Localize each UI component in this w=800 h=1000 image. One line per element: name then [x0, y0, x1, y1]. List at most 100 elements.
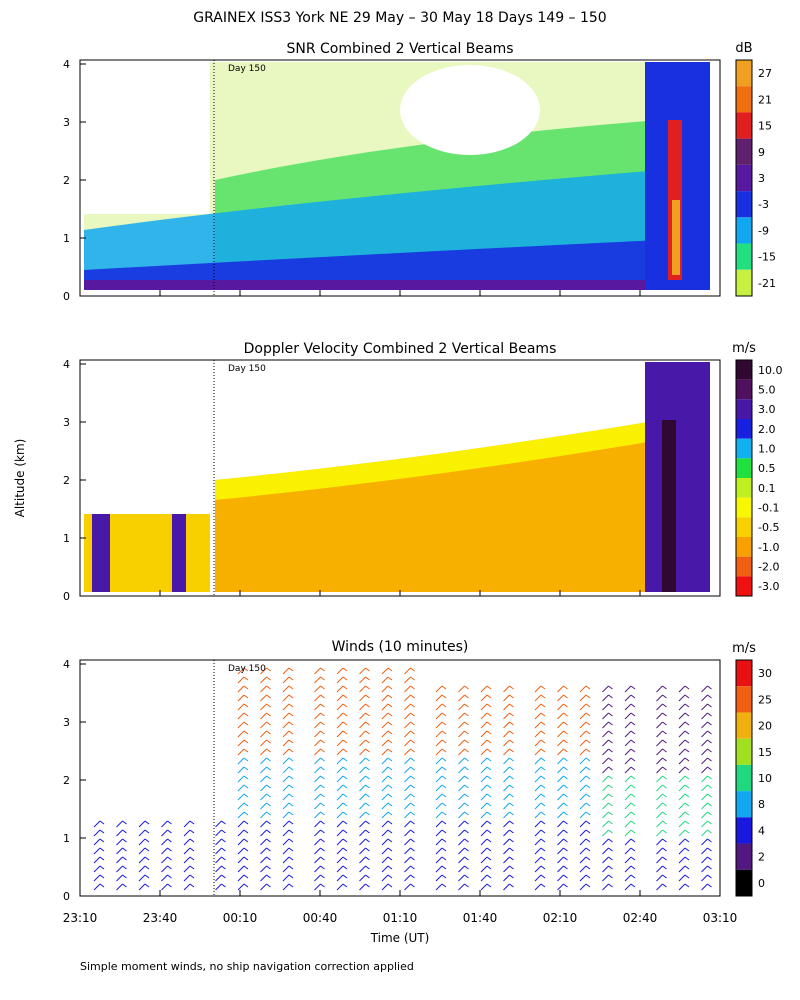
- wind-barb: [404, 829, 411, 837]
- wind-barb: [701, 874, 708, 882]
- wind-barb-feather: [99, 874, 105, 879]
- colorbar-label: -15: [758, 251, 776, 264]
- wind-barb-feather: [365, 820, 370, 825]
- y-tick-label: 0: [63, 590, 70, 603]
- wind-barb-feather: [608, 883, 613, 888]
- wind-barb-feather: [563, 730, 568, 735]
- y-tick-label: 2: [63, 474, 70, 487]
- wind-barb: [458, 703, 465, 711]
- wind-barb: [314, 748, 321, 756]
- wind-barb-feather: [630, 775, 636, 780]
- wind-barb: [624, 739, 632, 747]
- wind-barb-feather: [387, 784, 393, 789]
- wind-barb-feather: [662, 694, 667, 699]
- wind-barb-feather: [387, 694, 393, 699]
- wind-barb: [359, 685, 366, 693]
- wind-barb: [579, 703, 587, 711]
- wind-barb-feather: [464, 784, 469, 789]
- wind-barb-feather: [221, 838, 226, 843]
- wind-barb-feather: [662, 784, 667, 789]
- wind-barb: [314, 856, 321, 864]
- wind-barb-feather: [365, 838, 370, 843]
- wind-barb: [260, 811, 267, 819]
- snr-orange-band-right: [672, 200, 680, 275]
- wind-barb: [161, 874, 168, 882]
- wind-barb: [678, 838, 686, 846]
- wind-barb: [381, 739, 389, 747]
- wind-barb-feather: [243, 838, 249, 843]
- wind-barb: [116, 865, 123, 873]
- wind-barb-feather: [585, 811, 591, 816]
- wind-barb-feather: [684, 784, 690, 789]
- wind-barb-feather: [662, 685, 667, 690]
- y-tick-label: 4: [63, 658, 70, 671]
- colorbar-label: 2: [758, 851, 765, 864]
- colorbar-label: 9: [758, 146, 765, 159]
- wind-barb-feather: [410, 874, 415, 879]
- wind-barb: [314, 712, 321, 720]
- wind-barb-feather: [684, 721, 690, 726]
- wind-barb: [435, 856, 443, 864]
- wind-barb: [237, 676, 245, 684]
- wind-barb: [336, 820, 344, 828]
- wind-barb-feather: [266, 757, 271, 762]
- wind-barb-feather: [320, 694, 325, 699]
- wind-barb: [138, 829, 146, 837]
- colorbar-label: 3: [758, 172, 765, 185]
- wind-barb-feather: [563, 811, 568, 816]
- colorbar-swatch: [736, 60, 752, 87]
- wind-barb-feather: [288, 784, 294, 789]
- wind-barb: [701, 766, 708, 774]
- wind-barb-feather: [387, 766, 393, 771]
- wind-barb-feather: [662, 865, 667, 870]
- wind-barb: [435, 748, 443, 756]
- winds-frame: [79, 659, 721, 897]
- wind-barb: [557, 802, 564, 810]
- wind-barb-feather: [243, 883, 249, 888]
- velocity-panel-title: Doppler Velocity Combined 2 Vertical Bea…: [244, 341, 557, 357]
- wind-barb-feather: [585, 694, 591, 699]
- wind-barb: [314, 865, 321, 873]
- wind-barb-feather: [288, 730, 294, 735]
- wind-barb: [656, 730, 663, 738]
- wind-barb: [359, 676, 366, 684]
- wind-barb: [260, 694, 267, 702]
- x-tick-label: 01:10: [383, 911, 418, 925]
- wind-barb-feather: [509, 775, 514, 780]
- wind-barb-feather: [288, 874, 294, 879]
- wind-barb-feather: [630, 685, 636, 690]
- wind-barb: [336, 730, 344, 738]
- wind-barb-feather: [684, 793, 690, 798]
- wind-barb-feather: [342, 847, 348, 852]
- wind-barb: [480, 883, 488, 891]
- wind-barb: [656, 865, 663, 873]
- wind-barb: [435, 820, 443, 828]
- wind-barb-feather: [684, 802, 690, 807]
- wind-barb-feather: [540, 847, 546, 852]
- wind-barb: [314, 667, 321, 675]
- wind-barb: [656, 838, 663, 846]
- wind-barb: [282, 667, 290, 675]
- wind-barb-feather: [189, 820, 195, 825]
- wind-barb-feather: [365, 883, 370, 888]
- wind-barb-feather: [365, 847, 370, 852]
- wind-barb-feather: [243, 793, 249, 798]
- wind-barb-feather: [144, 847, 150, 852]
- wind-barb-feather: [707, 883, 712, 888]
- wind-barb-feather: [122, 838, 127, 843]
- wind-barb: [260, 739, 267, 747]
- wind-barb-feather: [509, 766, 514, 771]
- wind-barb-feather: [585, 721, 591, 726]
- wind-barb: [381, 820, 389, 828]
- wind-barb-feather: [707, 757, 712, 762]
- wind-barb: [359, 874, 366, 882]
- wind-barb: [624, 829, 632, 837]
- wind-barb-feather: [608, 757, 613, 762]
- wind-barb-feather: [662, 703, 667, 708]
- wind-barb-feather: [266, 820, 271, 825]
- wind-barb: [381, 829, 389, 837]
- wind-barb: [435, 685, 443, 693]
- wind-barb-feather: [99, 856, 105, 861]
- wind-barb-feather: [189, 838, 195, 843]
- colorbar-label: 2.0: [758, 423, 776, 436]
